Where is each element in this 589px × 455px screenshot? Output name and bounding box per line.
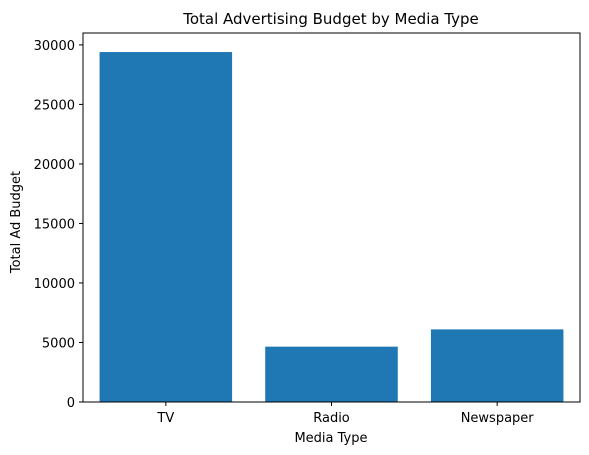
y-axis-ticks: 0 5000 10000 15000 20000 25000 30000 [34, 39, 83, 411]
y-axis-label: Total Ad Budget [9, 171, 24, 274]
bar-radio [265, 346, 398, 402]
x-tick-label: Radio [313, 411, 350, 426]
bars-group [99, 52, 564, 402]
y-tick-label: 0 [67, 396, 75, 411]
x-axis-label: Media Type [294, 431, 367, 446]
plot-area: 0 5000 10000 15000 20000 25000 30000 TV Radio Ne… [34, 32, 581, 426]
y-tick-label: 30000 [34, 39, 75, 54]
y-tick-label: 10000 [34, 277, 75, 292]
x-axis-ticks: TV Radio Newspaper [156, 402, 534, 426]
y-tick-label: 20000 [34, 158, 75, 173]
y-tick-label: 15000 [34, 217, 75, 232]
plot-frame [82, 32, 581, 403]
x-tick-label: Newspaper [461, 411, 535, 426]
y-tick-label: 5000 [42, 336, 75, 351]
x-tick-label: TV [156, 411, 174, 426]
chart-title: Total Advertising Budget by Media Type [182, 10, 479, 28]
bar-tv [99, 52, 233, 402]
y-tick-label: 25000 [34, 98, 75, 113]
bar-newspaper [430, 329, 564, 402]
